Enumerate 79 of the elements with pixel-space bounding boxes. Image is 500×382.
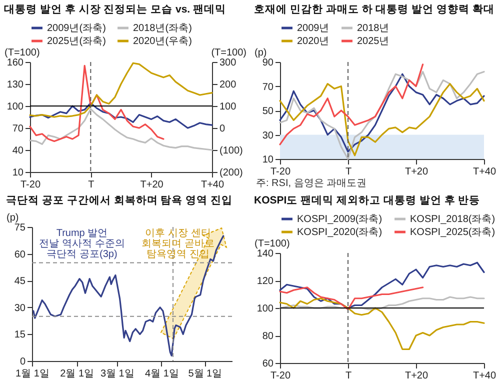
y-tick-label: 30 <box>14 302 26 314</box>
chart-title: 대통령 발언 후 시장 진정되는 모습 vs. 팬데믹 <box>4 4 226 16</box>
y-tick-label: 60 <box>262 358 274 370</box>
x-tick-label: T+20 <box>404 166 428 178</box>
line-series <box>279 296 485 310</box>
y-tick-label: 75 <box>14 222 26 234</box>
y2-axis-title: (T=100) <box>211 48 246 58</box>
y-tick-label: 80 <box>262 331 274 342</box>
x-tick-label: 1월 1일 <box>16 368 50 380</box>
y-tick-label: 120 <box>256 276 274 287</box>
legend-label: 2009년(좌축) <box>47 23 106 34</box>
y-tick-label: 70 <box>262 82 274 93</box>
y-tick-label: 40 <box>12 146 24 156</box>
x-tick-label: T+40 <box>200 180 224 190</box>
y-tick-label: 50 <box>262 106 274 117</box>
y-tick-label: 90 <box>262 58 274 68</box>
annotation: Trump 발언 전날 역사적 수준의 극단적 공포(3p) <box>39 228 125 260</box>
y-axis-title: (p) <box>6 212 19 224</box>
x-tick-label: T-20 <box>270 370 291 382</box>
x-tick-label: 2월 1일 <box>60 368 94 380</box>
y2-tick-label: 100 <box>220 102 237 112</box>
y-tick-label: 160 <box>6 58 24 68</box>
x-tick-label: T+40 <box>472 370 496 382</box>
y-tick-label: 45 <box>14 276 26 288</box>
line-series <box>279 262 485 309</box>
legend-label: 2020년(우축) <box>133 36 192 47</box>
x-tick-label: 5월 1일 <box>188 368 222 380</box>
chart-title: KOSPI도 팬데믹 제외하고 대통령 발언 후 반등 <box>254 194 480 206</box>
y-axis-title: (T=100) <box>254 238 290 250</box>
text: 주: RSI, 음영은 과매도권 <box>256 177 367 190</box>
legend-label: KOSPI_2009(좌축) <box>297 214 382 225</box>
line-series <box>29 64 164 142</box>
legend-label: 2018년(좌축) <box>133 23 192 34</box>
y-tick-label: 15 <box>14 330 26 341</box>
legend-label: 2020년 <box>297 36 330 47</box>
legend-label: KOSPI_2025(좌축) <box>410 227 496 238</box>
y-tick-label: 100 <box>6 102 24 112</box>
legend-label: 2025년(좌축) <box>47 36 106 47</box>
y-tick-label: 0 <box>20 356 26 368</box>
y-tick-label: 100 <box>256 304 274 314</box>
y-tick-label: 70 <box>12 124 24 134</box>
y-tick-label: 60 <box>14 249 26 260</box>
x-tick-label: 3월 1일 <box>100 368 134 380</box>
line-series <box>279 64 424 146</box>
y2-tick-label: (200) <box>220 168 243 178</box>
legend-label: KOSPI_2020(좌축) <box>297 227 382 238</box>
line-series <box>29 62 213 118</box>
line-series <box>29 102 213 129</box>
legend-label: 2009년 <box>297 23 330 34</box>
x-tick-label: T <box>345 166 352 178</box>
x-tick-label: 4월 1일 <box>145 368 179 380</box>
line-series <box>279 298 485 350</box>
y-axis-title: (p) <box>254 48 267 58</box>
legend-label: 2025년 <box>357 36 390 47</box>
y-tick-label: 130 <box>6 80 24 90</box>
y2-tick-label: (100) <box>220 146 243 156</box>
y-axis-title: (T=100) <box>4 48 40 58</box>
line-series <box>279 286 424 310</box>
annotation: 이후 시장 센티 회복되며 곧바로 탐욕영역 진입 <box>142 228 214 260</box>
x-tick-label: T+40 <box>472 166 496 178</box>
y-tick-label: 30 <box>262 130 274 142</box>
line-series <box>279 83 485 156</box>
y2-tick-label: 200 <box>220 80 237 90</box>
legend-label: KOSPI_2018(좌축) <box>410 214 496 225</box>
x-tick-label: T+20 <box>404 370 428 382</box>
y-tick-label: 140 <box>256 248 274 260</box>
legend-label: 2018년 <box>357 23 390 34</box>
y-tick-label: 10 <box>12 168 24 178</box>
x-tick-label: T <box>345 370 352 382</box>
x-tick-label: T <box>88 180 94 190</box>
chart-title: 호재에 민감한 과매도 하 대통령 발언 영향력 확대 <box>254 4 494 16</box>
chart-title: 극단적 공포 구간에서 회복하며 탐욕 영역 진입 <box>6 194 233 206</box>
x-tick-label: T-20 <box>270 166 291 178</box>
y2-tick-label: 0 <box>220 124 226 134</box>
x-tick-label: T+20 <box>140 180 164 190</box>
y-tick-label: 10 <box>262 154 274 166</box>
x-tick-label: T-20 <box>20 180 41 190</box>
line-series <box>29 108 213 151</box>
y2-tick-label: 300 <box>220 58 237 68</box>
